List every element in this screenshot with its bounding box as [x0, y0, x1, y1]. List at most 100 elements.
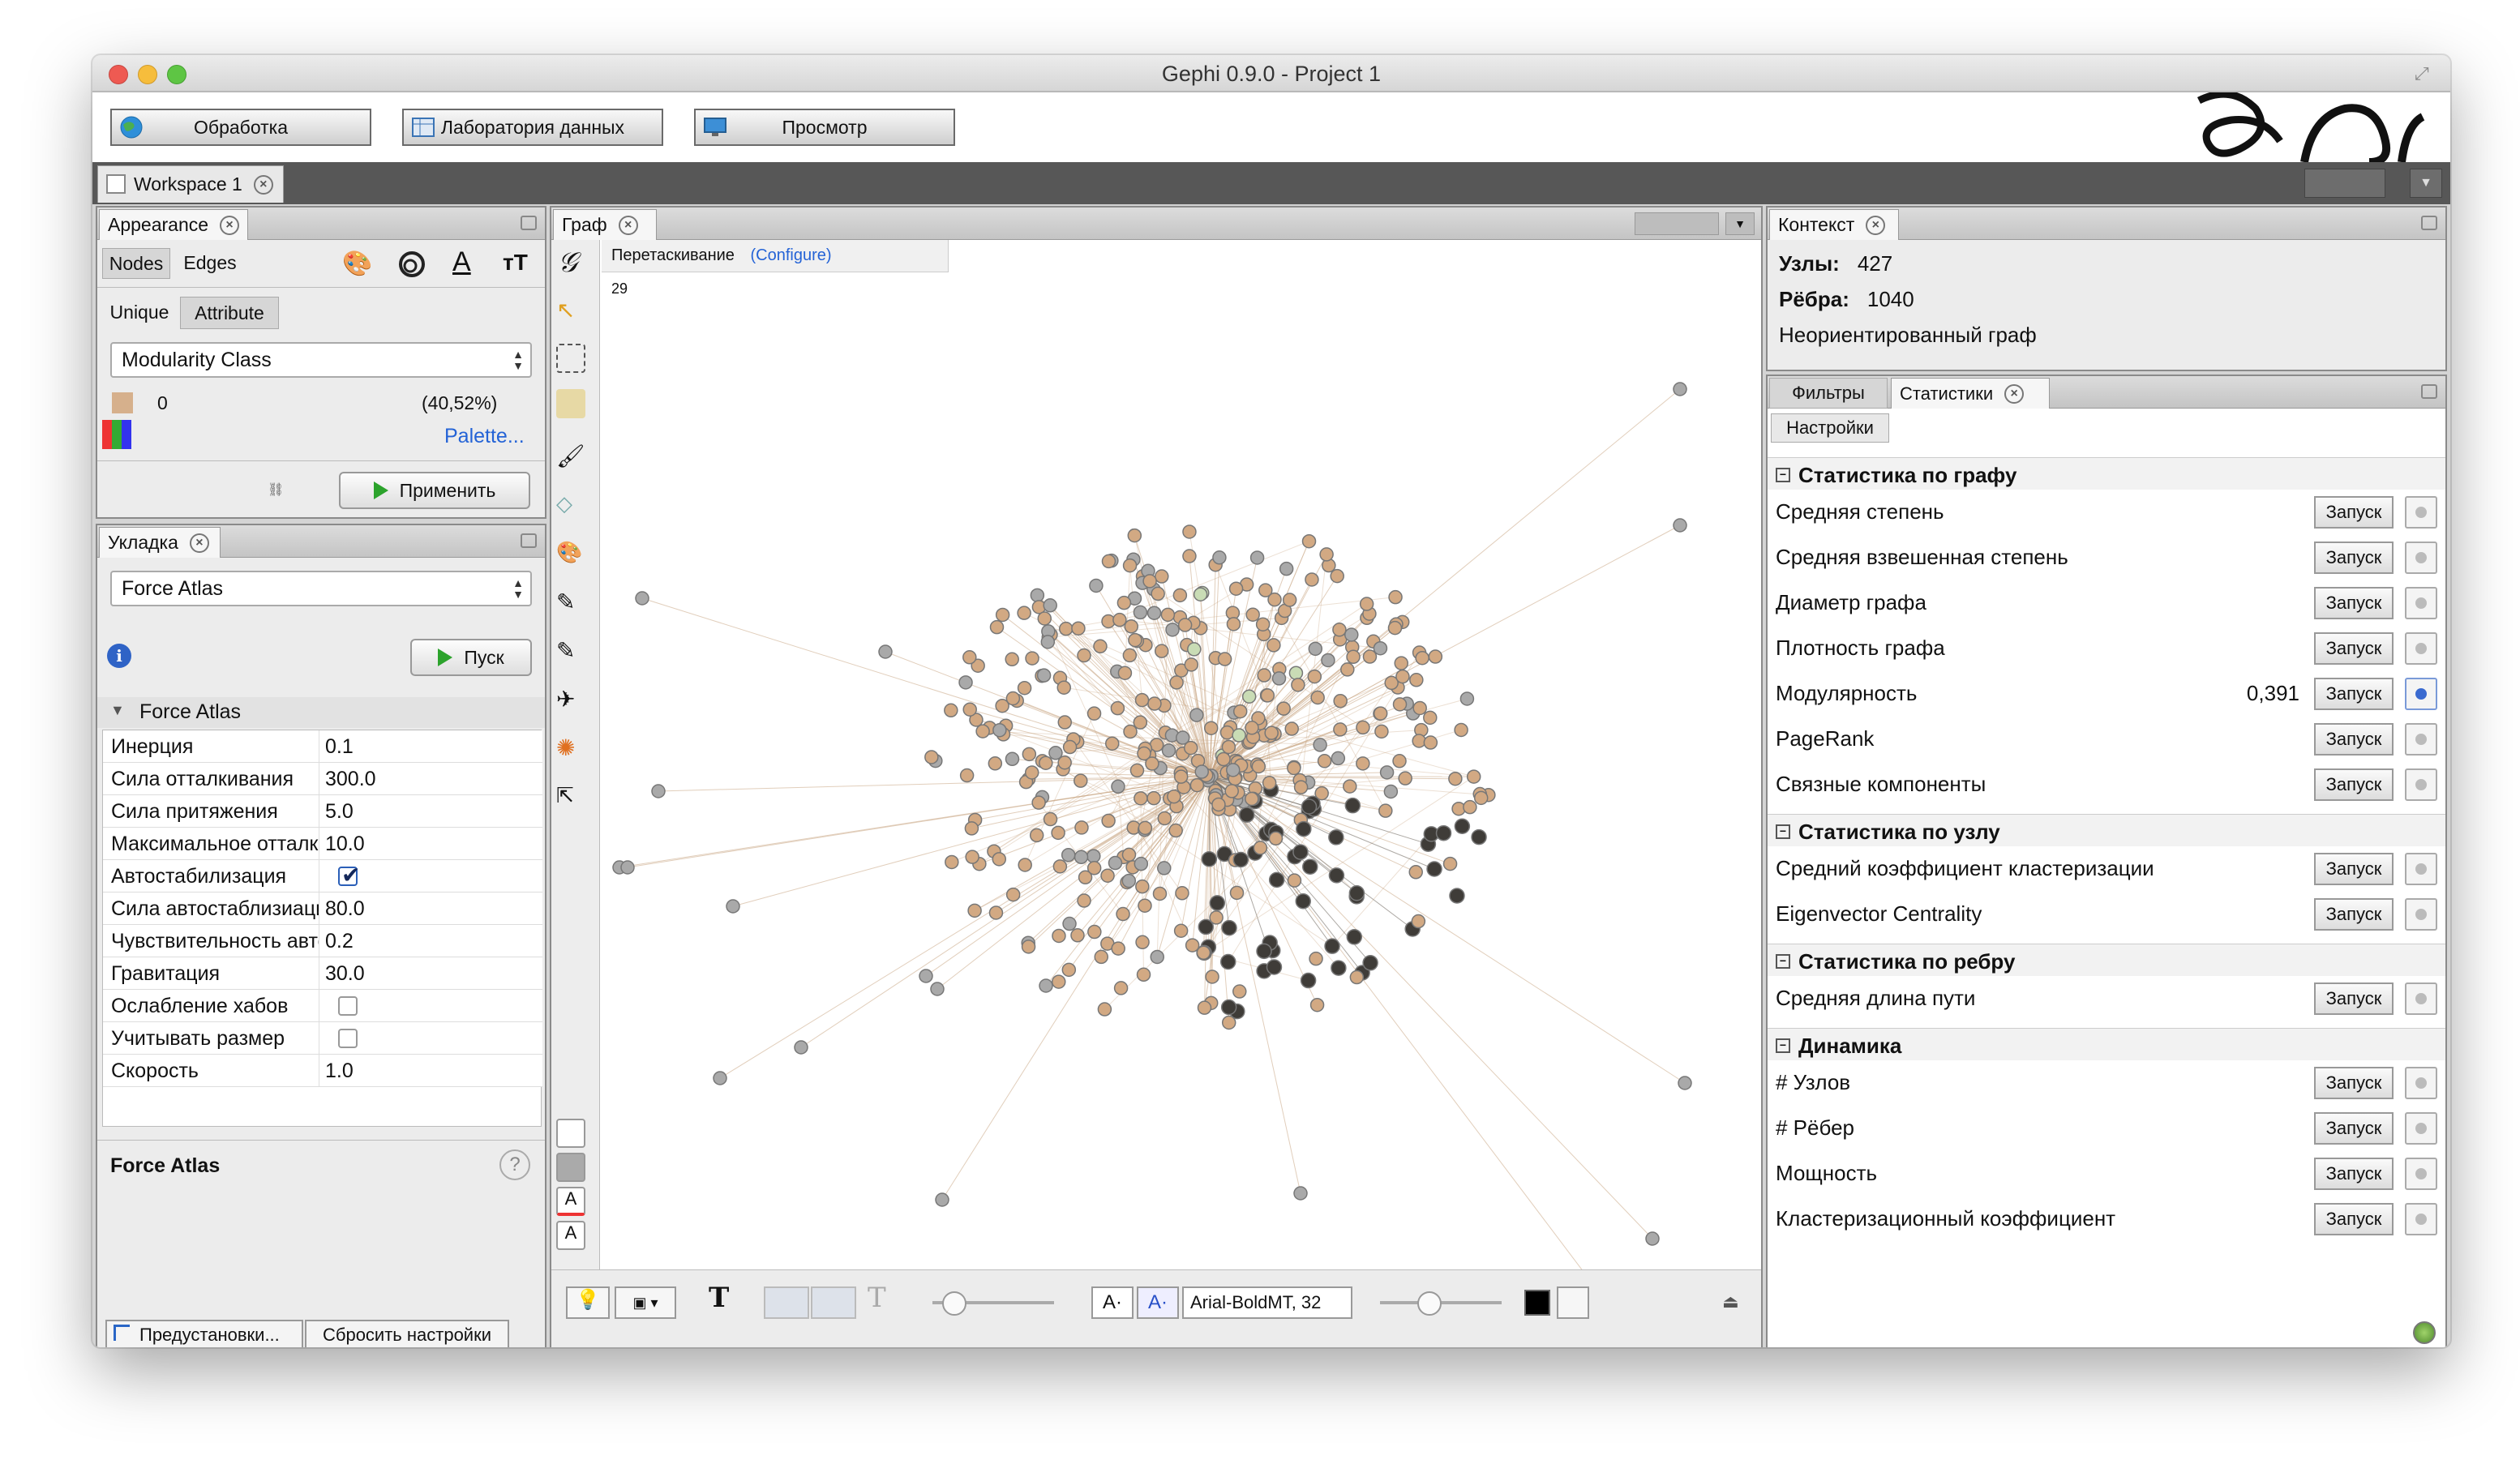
graph-node[interactable]	[1228, 581, 1244, 596]
edges-tab[interactable]: Edges	[183, 252, 237, 273]
graph-node[interactable]	[1039, 978, 1053, 993]
layout-algorithm-select[interactable]: Force Atlas ▲ ▼	[110, 571, 532, 606]
run-button[interactable]: Запуск	[2314, 723, 2394, 756]
graph-node[interactable]	[1146, 790, 1161, 806]
graph-node[interactable]	[1017, 606, 1031, 620]
property-row[interactable]: Учитывать размер	[103, 1022, 542, 1055]
graph-node[interactable]	[1344, 627, 1359, 642]
property-value[interactable]: 300.0	[325, 768, 376, 790]
graph-node[interactable]	[992, 852, 1007, 867]
property-value[interactable]: 1.0	[325, 1059, 354, 1082]
graph-node[interactable]	[1070, 928, 1085, 943]
graph-node[interactable]	[1295, 893, 1311, 910]
graph-node[interactable]	[1264, 726, 1279, 740]
graph-node[interactable]	[1147, 696, 1162, 711]
graph-node[interactable]	[1194, 764, 1209, 779]
property-row[interactable]: Инерция 0.1	[103, 730, 542, 763]
stat-group-header[interactable]: − Статистика по узлу	[1768, 814, 2445, 846]
graph-node[interactable]	[945, 854, 959, 870]
graph-node[interactable]	[1266, 959, 1283, 975]
graph-node[interactable]	[1232, 851, 1249, 868]
graph-node[interactable]	[988, 905, 1004, 920]
run-button[interactable]: Запуск	[2314, 1158, 2394, 1190]
report-icon[interactable]	[2405, 1112, 2437, 1145]
graph-node[interactable]	[1340, 662, 1355, 677]
graph-tab[interactable]: Граф ×	[553, 209, 657, 240]
graph-node[interactable]	[1123, 724, 1138, 739]
drag-hand-icon[interactable]	[556, 389, 585, 418]
graph-node[interactable]	[1086, 849, 1101, 863]
graph-node[interactable]	[1387, 620, 1403, 636]
graph-node[interactable]	[1349, 970, 1365, 985]
graph-node[interactable]	[1138, 820, 1153, 836]
graph-node[interactable]	[1268, 831, 1284, 846]
graph-node[interactable]	[1238, 807, 1255, 823]
graph-node[interactable]	[1185, 938, 1200, 952]
graph-node[interactable]	[1266, 638, 1281, 653]
graph-node[interactable]	[1384, 675, 1399, 691]
graph-node[interactable]	[1024, 765, 1039, 780]
close-icon[interactable]: ×	[618, 215, 638, 235]
run-button[interactable]: Запуск	[2314, 632, 2394, 665]
graph-node[interactable]	[935, 1192, 949, 1207]
graph-node[interactable]	[1331, 751, 1346, 766]
filters-tab[interactable]: Фильтры	[1769, 378, 1888, 409]
graph-node[interactable]	[1189, 777, 1205, 793]
report-icon[interactable]	[2405, 853, 2437, 885]
collapse-icon[interactable]: −	[1776, 1038, 1790, 1053]
pointer-icon[interactable]: ↖	[556, 298, 576, 323]
graph-node[interactable]	[1122, 558, 1138, 573]
chevron-down-icon[interactable]: ▼	[1725, 212, 1755, 235]
graph-node[interactable]	[1133, 715, 1148, 730]
graph-node[interactable]	[1142, 574, 1157, 589]
graph-node[interactable]	[1226, 617, 1241, 631]
graph-node[interactable]	[1005, 652, 1019, 667]
graph-node[interactable]	[1356, 756, 1370, 771]
graph-node[interactable]	[1061, 847, 1076, 863]
graph-node[interactable]	[1048, 746, 1063, 760]
report-icon[interactable]	[2405, 542, 2437, 574]
graph-node[interactable]	[1221, 1015, 1236, 1030]
mode-data-lab-button[interactable]: Лаборатория данных	[402, 109, 663, 146]
graph-node[interactable]	[1220, 999, 1237, 1016]
graph-node[interactable]	[1077, 648, 1091, 663]
stat-group-header[interactable]: − Статистика по графу	[1768, 457, 2445, 490]
graph-node[interactable]	[1101, 554, 1116, 569]
graph-node[interactable]	[1293, 780, 1309, 794]
graph-node[interactable]	[1224, 784, 1239, 798]
graph-node[interactable]	[1074, 773, 1088, 788]
graph-node[interactable]	[1167, 789, 1181, 804]
graph-node[interactable]	[1392, 754, 1407, 768]
close-icon[interactable]: ×	[220, 215, 239, 235]
report-icon[interactable]	[2405, 678, 2437, 710]
graph-node[interactable]	[1157, 811, 1172, 826]
graph-node[interactable]	[726, 899, 740, 914]
label-scale-slider-knob[interactable]	[1417, 1291, 1442, 1316]
text-icon[interactable]: T	[709, 1282, 730, 1314]
graph-node[interactable]	[1308, 641, 1323, 657]
graph-node[interactable]	[1232, 984, 1247, 999]
graph-node[interactable]	[1121, 873, 1137, 888]
graph-node[interactable]	[1398, 771, 1412, 786]
graph-node[interactable]	[1122, 648, 1138, 663]
graph-node[interactable]	[1074, 850, 1089, 865]
graph-node[interactable]	[1182, 524, 1197, 539]
graph-node[interactable]	[967, 903, 982, 918]
graph-node[interactable]	[1346, 929, 1363, 945]
graph-node[interactable]	[1232, 728, 1246, 743]
configure-link[interactable]: (Configure)	[750, 246, 832, 264]
property-checkbox[interactable]: ✔	[338, 863, 360, 888]
graph-node[interactable]	[1112, 612, 1127, 627]
graph-node[interactable]	[1094, 949, 1109, 965]
report-icon[interactable]	[2405, 1158, 2437, 1190]
graph-node[interactable]	[1138, 898, 1152, 913]
run-button[interactable]: Запуск	[2314, 853, 2394, 885]
settings-button[interactable]: Настройки	[1771, 413, 1889, 443]
graph-node[interactable]	[1101, 813, 1116, 828]
graph-node[interactable]	[1154, 644, 1169, 658]
graph-node[interactable]	[1373, 706, 1388, 721]
graph-node[interactable]	[1134, 856, 1149, 871]
graph-node[interactable]	[971, 658, 985, 673]
pencil-icon[interactable]: ✎	[556, 589, 576, 614]
graph-node[interactable]	[1128, 632, 1142, 648]
